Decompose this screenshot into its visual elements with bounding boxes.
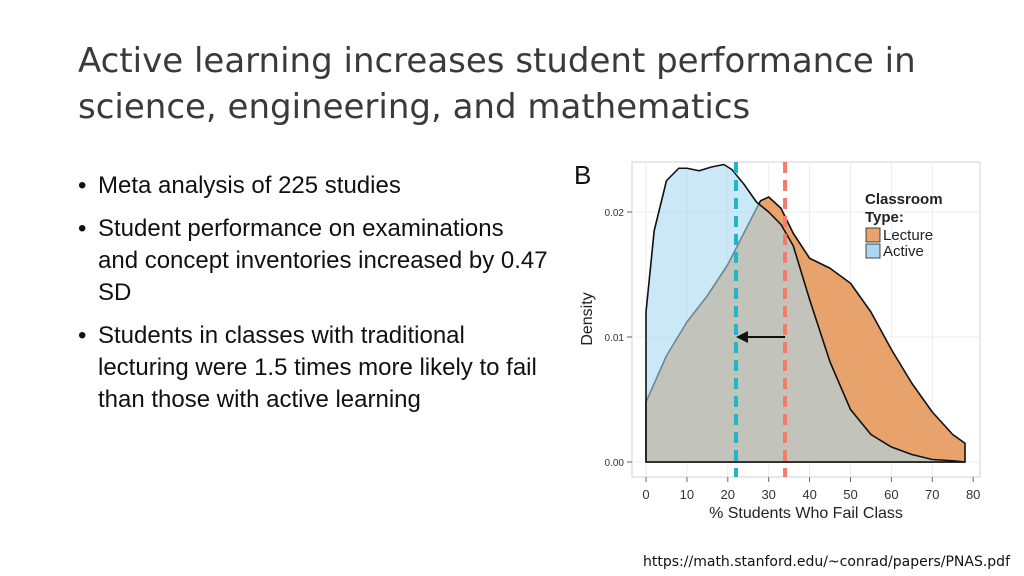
slide-title: Active learning increases student perfor… bbox=[78, 38, 978, 130]
x-tick-label: 50 bbox=[843, 487, 857, 502]
title-line-1: Active learning increases student perfor… bbox=[78, 41, 916, 81]
x-tick-label: 20 bbox=[721, 487, 735, 502]
axes: 0 10 20 30 40 50 60 70 80 0.00 0.01 0.02 bbox=[605, 208, 981, 502]
bullet-list: Meta analysis of 225 studies Student per… bbox=[78, 170, 548, 427]
x-tick-label: 0 bbox=[642, 487, 649, 502]
x-axis-label: % Students Who Fail Class bbox=[709, 505, 903, 522]
density-chart: 0 10 20 30 40 50 60 70 80 0.00 0.01 0.02 B % Studen… bbox=[570, 152, 990, 527]
y-axis-label: Density bbox=[579, 292, 596, 345]
legend-title: Classroom Type: bbox=[865, 191, 947, 226]
bullet-item: Students in classes with traditional lec… bbox=[78, 320, 548, 416]
density-areas bbox=[645, 163, 966, 463]
legend-label-active: Active bbox=[883, 243, 924, 260]
x-tick-label: 30 bbox=[761, 487, 775, 502]
bullet-item: Meta analysis of 225 studies bbox=[78, 170, 548, 202]
x-tick-label: 40 bbox=[802, 487, 816, 502]
y-tick-label: 0.00 bbox=[605, 458, 625, 469]
bullet-item: Student performance on examinations and … bbox=[78, 213, 548, 309]
panel-label: B bbox=[574, 160, 591, 190]
source-url: https://math.stanford.edu/~conrad/papers… bbox=[643, 554, 1010, 570]
x-tick-label: 80 bbox=[966, 487, 980, 502]
legend-swatch-lecture bbox=[865, 227, 881, 243]
x-tick-label: 60 bbox=[884, 487, 898, 502]
y-tick-label: 0.01 bbox=[605, 333, 625, 344]
density-area-active bbox=[645, 163, 966, 463]
title-line-2: science, engineering, and mathematics bbox=[78, 87, 751, 127]
legend-label-lecture: Lecture bbox=[883, 227, 933, 244]
x-tick-label: 70 bbox=[925, 487, 939, 502]
x-tick-label: 10 bbox=[680, 487, 694, 502]
annotation-arrowhead bbox=[735, 331, 748, 343]
mean-lines bbox=[733, 162, 788, 477]
legend: Classroom Type: Lecture Active bbox=[865, 191, 947, 260]
density-chart-svg: 0 10 20 30 40 50 60 70 80 0.00 0.01 0.02 B % Studen… bbox=[574, 160, 981, 522]
y-tick-label: 0.02 bbox=[605, 208, 625, 219]
legend-swatch-active bbox=[865, 243, 881, 259]
